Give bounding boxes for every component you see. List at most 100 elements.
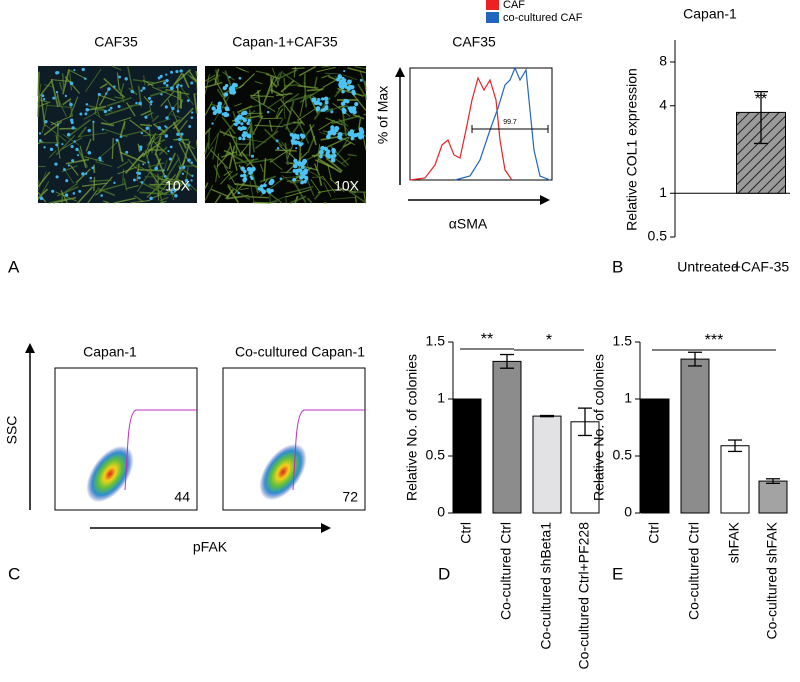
texture: [278, 145, 297, 160]
texture: [304, 176, 309, 181]
texture: [172, 182, 184, 195]
texture: [283, 77, 286, 90]
axis-label: % of Max: [375, 86, 391, 144]
texture: [37, 80, 53, 99]
texture: [280, 79, 295, 93]
texture: [178, 142, 190, 163]
texture: [238, 76, 242, 80]
y-tick-label: 0: [437, 504, 445, 520]
bar: [452, 398, 482, 514]
texture: [55, 134, 61, 159]
texture: [301, 160, 306, 166]
texture: [137, 171, 142, 176]
texture: [213, 164, 221, 179]
texture: [84, 112, 88, 116]
texture: [54, 162, 58, 166]
texture: [276, 146, 280, 150]
texture: [231, 86, 235, 90]
texture: [210, 149, 229, 169]
texture: [171, 114, 183, 119]
texture: [217, 101, 222, 106]
texture: [338, 80, 343, 85]
texture: [191, 174, 194, 177]
texture: [98, 156, 102, 160]
texture: [170, 191, 173, 194]
texture: [149, 90, 168, 97]
texture: [176, 132, 180, 136]
x-tick-label: Co-cultured Ctrl: [498, 522, 514, 620]
x-tick-label: +CAF-35: [733, 259, 790, 275]
bar: [680, 358, 710, 514]
texture: [187, 73, 197, 83]
texture: [116, 72, 120, 91]
texture: [248, 196, 269, 199]
texture: [224, 83, 229, 88]
texture: [147, 161, 150, 164]
texture: [292, 179, 307, 204]
texture: [335, 127, 339, 131]
texture: [306, 197, 313, 204]
texture: [69, 164, 79, 176]
texture: [352, 113, 365, 120]
texture: [105, 92, 108, 95]
error-bar: [754, 91, 768, 145]
histogram-title: CAF35: [452, 34, 496, 50]
texture: [282, 121, 296, 127]
texture: [142, 163, 145, 166]
panel-label: B: [612, 257, 623, 276]
texture: [221, 71, 235, 81]
texture: [190, 161, 193, 164]
texture: [316, 108, 320, 112]
texture: [167, 150, 170, 153]
gate: [124, 409, 197, 491]
texture: [128, 103, 141, 108]
texture: [221, 116, 236, 135]
texture: [175, 69, 179, 74]
texture: [58, 81, 63, 91]
texture: [175, 176, 193, 191]
texture: [181, 172, 185, 175]
texture: [97, 92, 101, 96]
texture: [138, 101, 142, 106]
texture: [101, 128, 104, 131]
bar: [640, 398, 670, 514]
texture: [259, 184, 264, 188]
texture: [270, 76, 273, 94]
axis-label: αSMA: [449, 216, 488, 232]
bar: [532, 415, 562, 514]
texture: [150, 103, 153, 106]
texture: [289, 132, 294, 137]
texture: [268, 180, 274, 186]
texture: [275, 108, 284, 119]
texture: [325, 151, 329, 155]
texture: [154, 166, 158, 171]
texture: [48, 198, 68, 204]
texture: [243, 169, 247, 174]
texture: [152, 86, 180, 99]
texture: [119, 151, 147, 164]
texture: [210, 129, 221, 147]
texture: [50, 115, 73, 126]
panel-label: A: [8, 257, 20, 276]
texture: [129, 119, 151, 136]
texture: [233, 83, 238, 88]
texture: [93, 177, 96, 192]
texture: [338, 105, 349, 108]
texture: [106, 97, 132, 107]
texture: [321, 65, 331, 68]
texture: [63, 168, 66, 171]
texture: [72, 192, 76, 195]
texture: [254, 80, 263, 85]
texture: [70, 145, 74, 149]
micrograph: [37, 65, 198, 204]
texture: [55, 175, 59, 179]
texture: [186, 143, 198, 162]
panel-label: C: [8, 564, 20, 583]
y-tick-label: 4: [659, 96, 667, 112]
texture: [78, 189, 82, 193]
texture: [300, 165, 305, 170]
texture: [126, 102, 136, 117]
texture: [310, 179, 321, 193]
x-tick-label: Ctrl: [646, 522, 662, 544]
texture: [170, 165, 185, 190]
